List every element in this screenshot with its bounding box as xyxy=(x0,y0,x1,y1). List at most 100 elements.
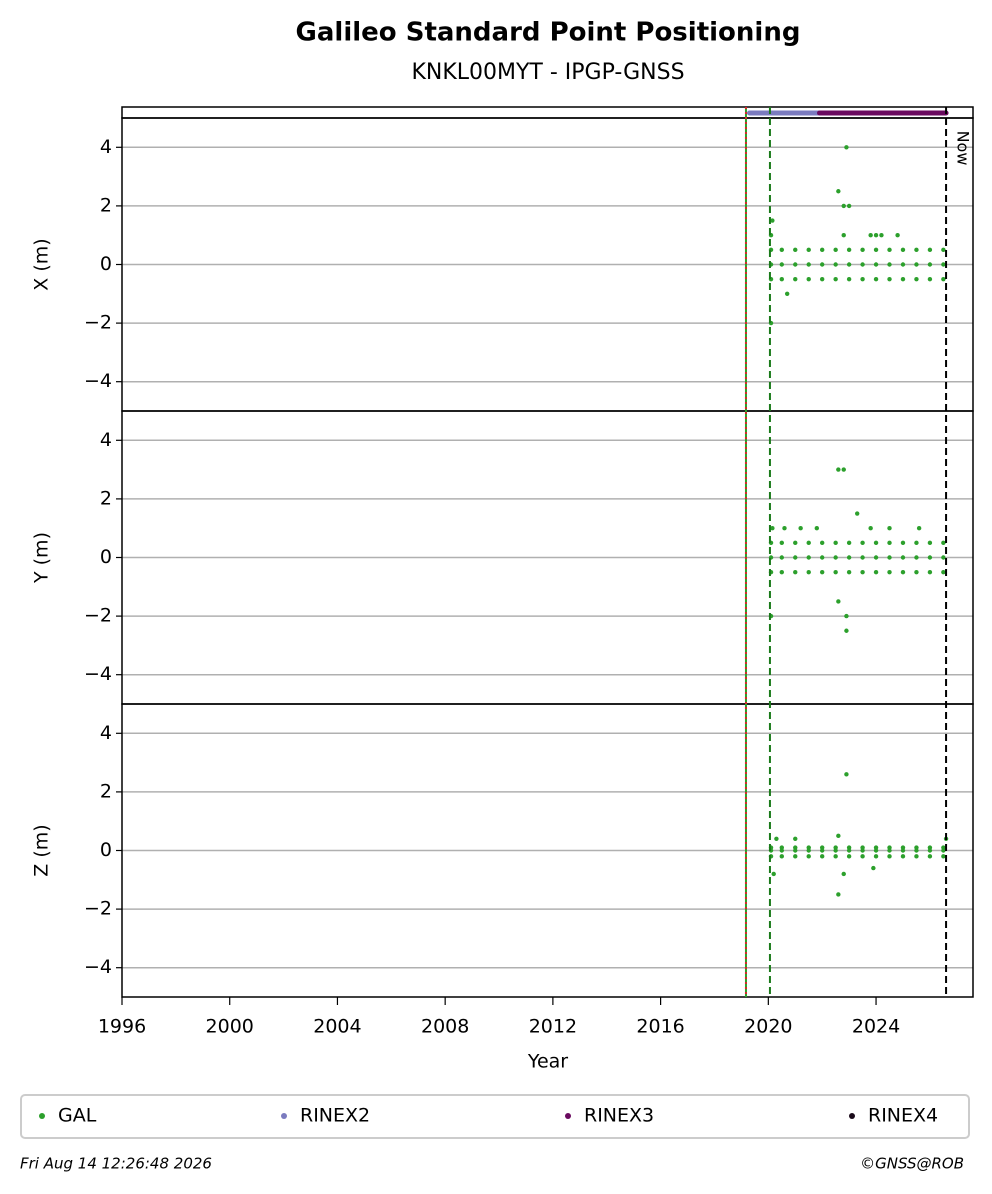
data-point xyxy=(860,854,865,859)
data-point xyxy=(900,555,906,560)
data-point xyxy=(819,848,825,853)
data-point xyxy=(887,262,892,267)
data-point xyxy=(927,540,933,546)
data-point xyxy=(914,569,919,575)
data-point xyxy=(833,854,838,859)
data-point xyxy=(941,262,946,267)
y-axis-label: Y (m) xyxy=(31,532,53,584)
data-point xyxy=(770,526,775,531)
y-tick-label: −4 xyxy=(84,370,112,392)
x-tick-label: 2020 xyxy=(744,1016,792,1038)
data-point xyxy=(873,854,879,859)
data-point xyxy=(887,247,892,253)
panel-frame xyxy=(121,703,974,998)
x-tick-label: 2024 xyxy=(852,1016,900,1038)
data-point xyxy=(841,233,846,238)
data-point xyxy=(887,854,892,859)
legend-label: RINEX2 xyxy=(300,1105,370,1127)
data-point xyxy=(806,854,811,859)
data-point xyxy=(846,569,852,575)
y-tick-label: 4 xyxy=(100,722,112,744)
data-point xyxy=(793,555,798,560)
data-point xyxy=(879,233,884,238)
legend-marker xyxy=(849,1113,855,1119)
y-tick-label: 2 xyxy=(100,487,112,509)
data-point xyxy=(846,247,852,253)
y-axis-label: Z (m) xyxy=(31,824,53,876)
data-point xyxy=(868,526,873,531)
x-tick-label: 2016 xyxy=(636,1016,684,1038)
data-point xyxy=(887,555,892,560)
data-point xyxy=(941,848,946,853)
data-point xyxy=(836,467,841,472)
data-point xyxy=(873,569,879,575)
data-point xyxy=(779,540,784,546)
legend-box xyxy=(20,1094,970,1139)
data-point xyxy=(941,276,946,282)
data-point xyxy=(860,540,865,546)
data-point xyxy=(846,276,852,282)
data-point xyxy=(914,848,919,853)
data-point xyxy=(941,854,946,859)
data-point xyxy=(914,555,919,560)
data-point xyxy=(927,247,933,253)
data-point xyxy=(900,247,906,253)
data-point xyxy=(873,848,879,853)
data-point xyxy=(793,247,798,253)
footer-credit: ©GNSS@ROB xyxy=(860,1155,964,1173)
data-point xyxy=(806,276,811,282)
data-point xyxy=(895,233,900,238)
data-point xyxy=(873,262,879,267)
data-point xyxy=(887,526,892,531)
now-label: Now xyxy=(954,131,973,166)
data-point xyxy=(941,555,946,560)
data-point xyxy=(779,555,784,560)
data-point xyxy=(806,848,811,853)
data-point xyxy=(819,569,825,575)
x-axis-label: Year xyxy=(527,1051,568,1073)
y-tick-label: −2 xyxy=(84,898,112,920)
x-tick-label: 2012 xyxy=(529,1016,577,1038)
data-point xyxy=(860,848,865,853)
data-point xyxy=(887,848,892,853)
data-point xyxy=(793,848,798,853)
y-axis-label: X (m) xyxy=(31,238,53,290)
data-point xyxy=(916,526,922,531)
data-point xyxy=(846,203,852,209)
data-point xyxy=(860,569,865,575)
y-tick-label: 4 xyxy=(100,136,112,158)
y-tick-label: 0 xyxy=(100,253,112,275)
data-point xyxy=(793,540,798,546)
data-point xyxy=(833,276,838,282)
data-point xyxy=(900,848,906,853)
data-point xyxy=(784,291,790,296)
x-tick-label: 2000 xyxy=(206,1016,254,1038)
legend-label: RINEX3 xyxy=(584,1105,654,1127)
data-point xyxy=(914,276,919,282)
data-point xyxy=(833,569,838,575)
data-point xyxy=(793,854,798,859)
data-point xyxy=(868,233,873,238)
y-tick-label: 0 xyxy=(100,839,112,861)
data-point xyxy=(927,276,933,282)
data-point xyxy=(806,247,811,253)
data-point xyxy=(887,540,892,546)
data-point xyxy=(836,892,841,897)
y-tick-label: −4 xyxy=(84,956,112,978)
data-point xyxy=(806,540,811,546)
footer-timestamp: Fri Aug 14 12:26:48 2026 xyxy=(20,1155,212,1173)
data-point xyxy=(774,836,779,841)
data-point xyxy=(833,540,838,546)
legend-marker xyxy=(39,1113,45,1119)
data-point xyxy=(873,540,879,546)
x-tick-label: 2008 xyxy=(421,1016,469,1038)
legend-label: GAL xyxy=(58,1105,97,1127)
data-point xyxy=(779,276,784,282)
data-point xyxy=(819,247,825,253)
data-point xyxy=(798,526,803,531)
data-point xyxy=(833,262,838,267)
legend-marker xyxy=(565,1113,571,1119)
legend-label: RINEX4 xyxy=(868,1105,938,1127)
data-point xyxy=(914,262,919,267)
data-point xyxy=(806,262,811,267)
